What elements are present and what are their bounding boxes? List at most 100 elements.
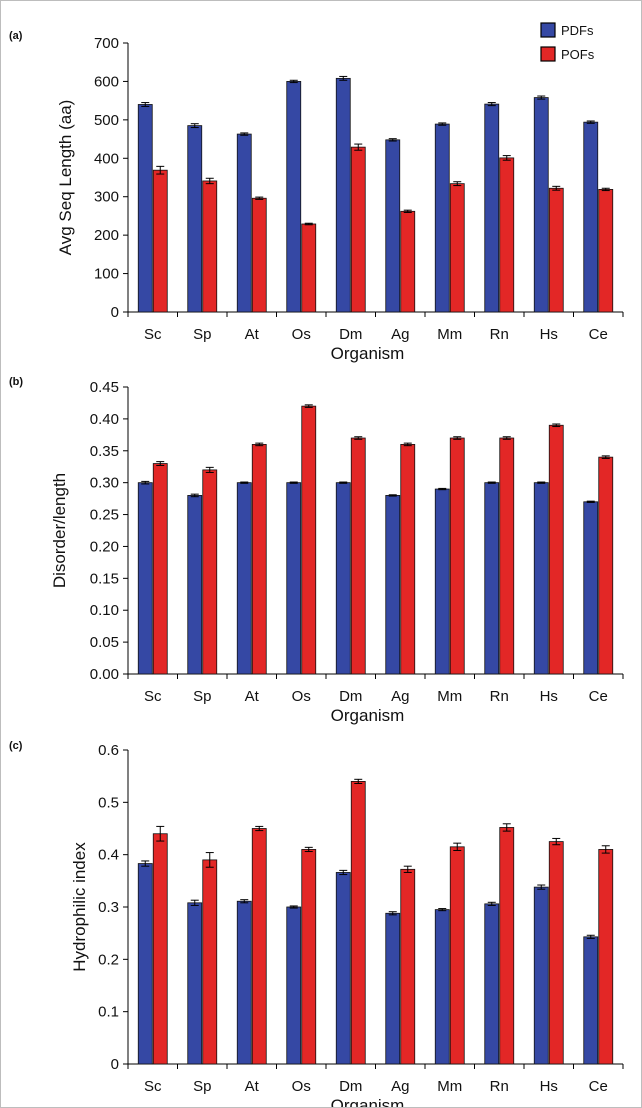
- bar-pdfs-mm: [434, 123, 450, 313]
- y-axis-title: Avg Seq Length (aa): [56, 100, 75, 256]
- y-tick-label: 0.10: [90, 602, 119, 619]
- bar-pofs-ce: [598, 849, 614, 1065]
- y-tick-label: 0.5: [98, 794, 119, 811]
- bar-pdfs-sp: [187, 495, 203, 675]
- bar-pofs-hs: [548, 841, 564, 1065]
- bar-pofs-sc: [152, 463, 168, 675]
- bar-pofs-hs: [548, 424, 564, 675]
- x-tick-label: Hs: [540, 1078, 558, 1095]
- chart-panel-3: (c) 0 0.1 0.2 0.3 0.4 0.5 0.6 Sc Sp At Os Dm Ag Mm Rn Hs…: [9, 740, 624, 1107]
- bar-pofs-ag: [400, 210, 416, 313]
- bar-pofs-os: [301, 849, 317, 1065]
- bar-pofs-mm: [449, 437, 465, 675]
- x-tick-label: Ag: [391, 326, 409, 343]
- bar-pdfs-sc: [137, 482, 153, 675]
- y-tick-label: 0.45: [90, 379, 119, 396]
- chart-panel-1: (a) 0 100 200 300 400 500 600 700 Sc Sp At Os Dm Ag Mm R…: [9, 30, 624, 363]
- x-tick-label: Ag: [391, 688, 409, 705]
- bar-pdfs-rn: [484, 103, 500, 313]
- y-axis-title: Hydrophilic index: [70, 842, 89, 972]
- x-tick-label: At: [245, 326, 260, 343]
- bar-pdfs-dm: [335, 482, 351, 675]
- bar-pdfs-at: [236, 133, 252, 313]
- y-tick-label: 100: [94, 266, 119, 283]
- y-tick-label: 500: [94, 112, 119, 129]
- y-tick-label: 0.40: [90, 411, 119, 428]
- bar-pofs-ce: [598, 456, 614, 675]
- y-tick-label: 0.05: [90, 634, 119, 651]
- bar-pofs-sc: [152, 833, 168, 1065]
- x-tick-label: Sc: [144, 326, 162, 343]
- x-tick-label: Ce: [589, 1078, 608, 1095]
- legend: PDFs POFs: [540, 22, 595, 62]
- x-axis-title: Organism: [331, 344, 405, 363]
- bar-pdfs-ag: [385, 495, 401, 675]
- y-tick-label: 700: [94, 35, 119, 52]
- x-tick-label: Hs: [540, 688, 558, 705]
- x-tick-label: At: [245, 688, 260, 705]
- bar-pofs-at: [251, 828, 267, 1065]
- x-axis-title: Organism: [331, 1096, 405, 1107]
- y-tick-label: 0.15: [90, 570, 119, 587]
- bar-pdfs-sp: [187, 902, 203, 1065]
- bar-pdfs-rn: [484, 903, 500, 1065]
- bar-pdfs-at: [236, 482, 252, 675]
- y-tick-label: 0.35: [90, 443, 119, 460]
- x-tick-label: Rn: [490, 688, 509, 705]
- y-tick-label: 0: [111, 1056, 119, 1073]
- bar-pofs-sc: [152, 169, 168, 313]
- y-tick-label: 0.2: [98, 951, 119, 968]
- y-tick-label: 0: [111, 304, 119, 321]
- bar-pdfs-os: [286, 482, 302, 675]
- x-tick-label: Sp: [193, 326, 211, 343]
- bar-pofs-os: [301, 405, 317, 675]
- x-tick-label: Mm: [437, 688, 462, 705]
- charts: (a) 0 100 200 300 400 500 600 700 Sc Sp At Os Dm Ag Mm R…: [9, 30, 624, 1107]
- bar-pdfs-ce: [583, 121, 599, 313]
- bar-pdfs-os: [286, 906, 302, 1065]
- bar-pofs-sp: [202, 469, 218, 675]
- x-tick-label: At: [245, 1078, 260, 1095]
- bar-pofs-ce: [598, 189, 614, 313]
- bar-pofs-dm: [350, 781, 366, 1065]
- bar-pofs-ag: [400, 868, 416, 1065]
- x-tick-label: Hs: [540, 326, 558, 343]
- bar-pofs-dm: [350, 437, 366, 675]
- bar-pdfs-ag: [385, 912, 401, 1065]
- bar-pofs-rn: [499, 827, 515, 1065]
- y-tick-label: 0.1: [98, 1004, 119, 1021]
- legend-label-pofs: POFs: [561, 47, 595, 62]
- legend-label-pdfs: PDFs: [561, 23, 594, 38]
- bar-pdfs-rn: [484, 482, 500, 675]
- bar-pofs-mm: [449, 183, 465, 313]
- y-tick-label: 0.00: [90, 666, 119, 683]
- y-tick-label: 0.30: [90, 475, 119, 492]
- bar-pofs-at: [251, 443, 267, 675]
- bar-pdfs-mm: [434, 488, 450, 675]
- x-tick-label: Rn: [490, 326, 509, 343]
- bar-pdfs-at: [236, 900, 252, 1065]
- y-axis-title: Disorder/length: [50, 473, 69, 588]
- bar-pofs-mm: [449, 846, 465, 1065]
- bar-pdfs-mm: [434, 909, 450, 1065]
- y-tick-label: 400: [94, 150, 119, 167]
- x-axis-title: Organism: [331, 706, 405, 725]
- bar-pofs-sp: [202, 180, 218, 313]
- y-tick-label: 300: [94, 189, 119, 206]
- x-tick-label: Ag: [391, 1078, 409, 1095]
- x-tick-label: Dm: [339, 688, 362, 705]
- bar-pofs-dm: [350, 146, 366, 313]
- bar-pofs-at: [251, 197, 267, 313]
- x-tick-label: Os: [292, 688, 311, 705]
- chart-panel-2: (b) 0.00 0.05 0.10 0.15 0.20 0.25 0.30 0.35 0.40 0…: [9, 376, 624, 725]
- panel-label: (b): [9, 376, 23, 388]
- bar-pdfs-ag: [385, 139, 401, 313]
- y-tick-label: 0.6: [98, 742, 119, 759]
- bar-pdfs-ce: [583, 501, 599, 675]
- x-tick-label: Ce: [589, 326, 608, 343]
- bar-pdfs-dm: [335, 872, 351, 1065]
- x-tick-label: Rn: [490, 1078, 509, 1095]
- y-tick-label: 0.25: [90, 507, 119, 524]
- y-tick-label: 0.4: [98, 847, 119, 864]
- x-tick-label: Dm: [339, 326, 362, 343]
